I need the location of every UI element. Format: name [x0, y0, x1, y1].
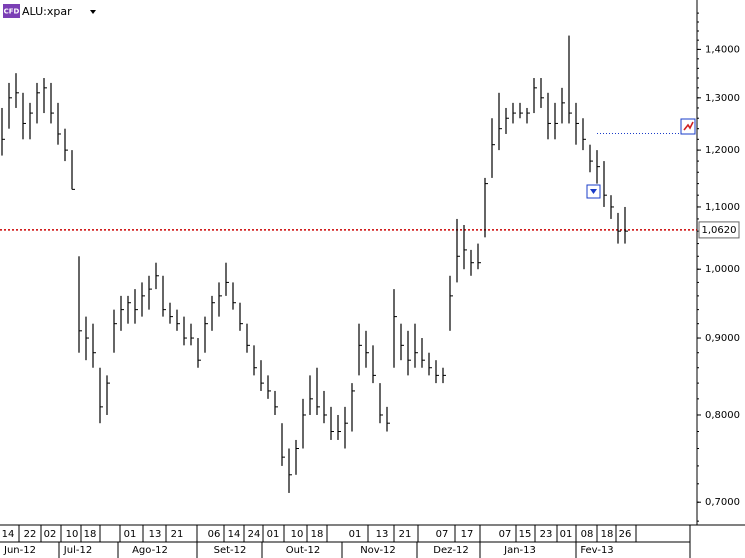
x-tick-label: 17	[461, 529, 474, 540]
x-tick-label: 01	[124, 529, 137, 540]
x-tick-label: 21	[399, 529, 412, 540]
x-tick-label: 26	[619, 529, 632, 540]
x-tick-label: 18	[311, 529, 324, 540]
y-tick-label: 0,7000	[705, 497, 740, 508]
dropdown-arrow	[90, 10, 96, 14]
x-tick-label: 10	[291, 529, 304, 540]
x-tick-label: 22	[24, 529, 37, 540]
target-icon[interactable]	[680, 118, 696, 135]
target-glyph	[683, 121, 694, 131]
x-tick-label: Ago-12	[132, 545, 168, 556]
x-tick-label: Fev-13	[580, 545, 613, 556]
badge: CFD	[4, 8, 20, 16]
signal-arrow	[590, 189, 597, 194]
x-tick-label: 15	[519, 529, 532, 540]
x-tick-label: Jan-13	[503, 545, 536, 556]
sell-signal[interactable]	[586, 184, 601, 199]
y-tick-label: 0,9000	[705, 333, 740, 344]
target-box	[680, 118, 696, 135]
x-tick-label: Dez-12	[433, 545, 468, 556]
x-tick-label: 02	[44, 529, 57, 540]
x-tick-label: 13	[149, 529, 162, 540]
x-tick-label: 07	[499, 529, 512, 540]
x-tick-label: 06	[208, 529, 221, 540]
y-tick-label: 1,1000	[705, 202, 740, 213]
badge-box	[3, 4, 20, 18]
last-price-box	[698, 221, 740, 239]
y-tick-label: 1,0000	[705, 264, 740, 275]
x-tick-label: 01	[349, 529, 362, 540]
x-tick-label: 23	[540, 529, 553, 540]
x-tick-label: 01	[267, 529, 280, 540]
x-tick-label: 14	[228, 529, 241, 540]
x-tick-label: Out-12	[286, 545, 320, 556]
x-tick-label: Jul-12	[63, 545, 92, 556]
x-tick-label: 10	[66, 529, 79, 540]
x-tick-label: 01	[560, 529, 573, 540]
x-tick-label: 24	[248, 529, 261, 540]
x-tick-label: Nov-12	[360, 545, 396, 556]
header[interactable]: CFD ALU:xpar	[3, 4, 96, 18]
y-tick-label: 1,2000	[705, 145, 740, 156]
x-tick-label: 08	[581, 529, 594, 540]
x-tick-label: 14	[2, 529, 15, 540]
x-tick-label: Jun-12	[3, 545, 36, 556]
chart-title: ALU:xpar	[22, 5, 72, 18]
y-tick-label: 1,3000	[705, 93, 740, 104]
x-tick-label: Set-12	[214, 545, 247, 556]
x-tick-label: 13	[376, 529, 389, 540]
x-tick-label: 07	[436, 529, 449, 540]
y-tick-label: 0,8000	[705, 410, 740, 421]
y-tick-label: 1,4000	[705, 44, 740, 55]
x-tick-label: 18	[84, 529, 97, 540]
x-tick-label: 18	[601, 529, 614, 540]
x-tick-label: 21	[171, 529, 184, 540]
last-price-label: 1,0620	[702, 225, 737, 236]
